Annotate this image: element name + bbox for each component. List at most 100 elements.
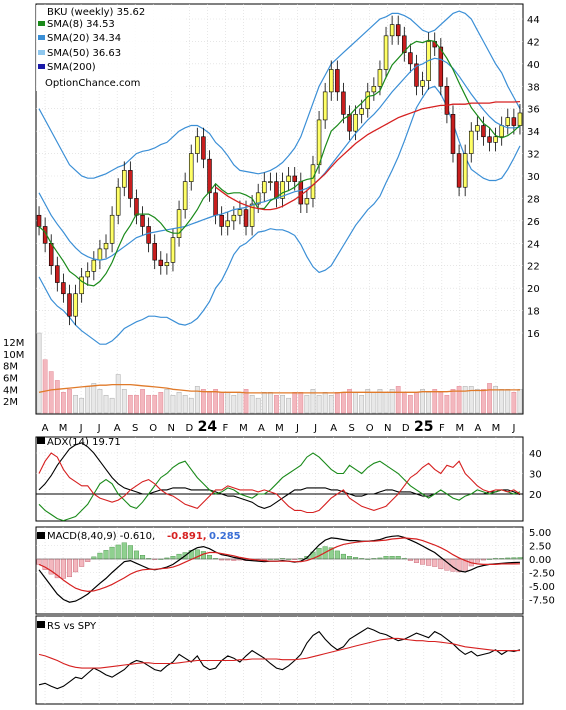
price-tick-label: 18 bbox=[527, 307, 540, 318]
volume-bar bbox=[219, 392, 225, 414]
candle-body bbox=[109, 214, 115, 244]
candle-body bbox=[73, 293, 78, 317]
macd-histogram-value: 0.285 bbox=[209, 531, 241, 542]
candle-body bbox=[182, 181, 188, 210]
volume-bar bbox=[359, 394, 365, 414]
volume-bar bbox=[249, 394, 255, 414]
volume-bar bbox=[292, 392, 298, 414]
macd-title-swatch bbox=[37, 532, 45, 539]
candle-body bbox=[231, 214, 237, 222]
volume-bar bbox=[140, 389, 145, 414]
volume-bar bbox=[347, 389, 352, 414]
candle-body bbox=[55, 265, 60, 283]
volume-bar bbox=[91, 383, 97, 414]
volume-bar bbox=[79, 397, 85, 414]
volume-bar bbox=[383, 392, 389, 414]
x-tick-label: A bbox=[114, 423, 121, 434]
volume-bar bbox=[164, 389, 170, 414]
x-tick-label: M bbox=[456, 423, 465, 434]
macd-histogram-bar bbox=[316, 548, 322, 560]
volume-bar bbox=[438, 392, 444, 414]
macd-histogram-bar bbox=[389, 556, 395, 560]
price-tick-label: 32 bbox=[527, 150, 540, 161]
macd-histogram-bar bbox=[170, 556, 176, 560]
candle-body bbox=[36, 214, 42, 227]
volume-bar bbox=[36, 332, 42, 414]
price-tick-label: 36 bbox=[527, 105, 540, 116]
price-tick-label: 30 bbox=[527, 172, 540, 183]
volume-bar bbox=[176, 392, 182, 414]
adx-panel: 20 30 40 bbox=[35, 436, 542, 522]
volume-bar bbox=[499, 389, 505, 414]
volume-bar bbox=[420, 389, 425, 414]
volume-bar bbox=[97, 389, 103, 414]
macd-title-text: MACD(8,40,9) -0.610, bbox=[47, 531, 155, 542]
x-tick-label: A bbox=[474, 423, 481, 434]
x-tick-label: M bbox=[275, 423, 284, 434]
volume-bar bbox=[304, 394, 310, 414]
price-tick-label: 16 bbox=[527, 329, 540, 340]
candle-body bbox=[389, 24, 395, 37]
volume-tick-label: 8M bbox=[3, 362, 18, 373]
macd-histogram-bar bbox=[66, 558, 72, 578]
macd-histogram-bar bbox=[383, 556, 389, 560]
volume-bar bbox=[121, 389, 127, 414]
x-tick-label: J bbox=[313, 423, 317, 434]
sma8-line bbox=[38, 39, 521, 287]
x-tick-label: D bbox=[185, 423, 193, 434]
candle-body bbox=[188, 153, 194, 182]
macd-histogram-bar bbox=[426, 558, 432, 566]
candle-body bbox=[170, 237, 176, 263]
macd-histogram-bar bbox=[420, 558, 426, 565]
legend-swatch-sma50 bbox=[38, 50, 45, 55]
candle-body bbox=[481, 125, 486, 138]
x-axis-labels: A M J J A S O N D 24 F M A M J J A S O N D 25 F M A M J bbox=[42, 419, 516, 435]
volume-bar bbox=[462, 386, 468, 414]
candle-body bbox=[207, 158, 212, 194]
volume-bar bbox=[85, 386, 91, 414]
candle-body bbox=[402, 35, 407, 53]
candle-body bbox=[122, 170, 127, 188]
macd-histogram-bar bbox=[140, 555, 146, 560]
candle-body bbox=[371, 85, 377, 93]
macd-histogram-bar bbox=[133, 550, 139, 560]
volume-bar bbox=[255, 397, 261, 414]
bollinger-upper-line bbox=[38, 10, 521, 179]
x-tick-label: N bbox=[168, 423, 175, 434]
candle-body bbox=[462, 153, 468, 188]
macd-tick-label: -7.50 bbox=[529, 596, 555, 607]
volume-bar bbox=[377, 389, 383, 414]
price-tick-label: 20 bbox=[527, 284, 540, 295]
volume-bar bbox=[261, 392, 267, 414]
volume-bar bbox=[115, 374, 121, 414]
x-tick-label: A bbox=[330, 423, 337, 434]
macd-histogram-bar bbox=[334, 550, 340, 560]
macd-histogram-bar bbox=[206, 555, 213, 560]
candle-body bbox=[359, 108, 364, 115]
volume-bar bbox=[274, 394, 279, 414]
rs-title: RS vs SPY bbox=[37, 621, 97, 632]
volume-bar bbox=[298, 392, 304, 414]
candle-body bbox=[408, 52, 413, 65]
x-tick-label: 25 bbox=[414, 419, 433, 435]
volume-bar bbox=[414, 392, 419, 414]
volume-bar bbox=[103, 394, 109, 414]
candle-body bbox=[438, 46, 444, 87]
x-tick-label: O bbox=[366, 423, 374, 434]
x-tick-label: A bbox=[42, 423, 49, 434]
x-tick-label: O bbox=[149, 423, 157, 434]
volume-bar bbox=[334, 392, 340, 414]
macd-title: MACD(8,40,9) -0.610, -0.891, 0.285 bbox=[37, 531, 241, 542]
candle-body bbox=[61, 282, 66, 295]
candle-body bbox=[328, 69, 334, 93]
x-tick-label: F bbox=[439, 423, 445, 434]
candle-body bbox=[91, 259, 97, 272]
volume-bar bbox=[310, 389, 316, 414]
volume-bar bbox=[134, 394, 139, 414]
macd-histogram-bar bbox=[127, 545, 133, 560]
x-tick-label: D bbox=[402, 423, 410, 434]
volume-bar bbox=[444, 394, 450, 414]
candle-body bbox=[414, 63, 419, 87]
